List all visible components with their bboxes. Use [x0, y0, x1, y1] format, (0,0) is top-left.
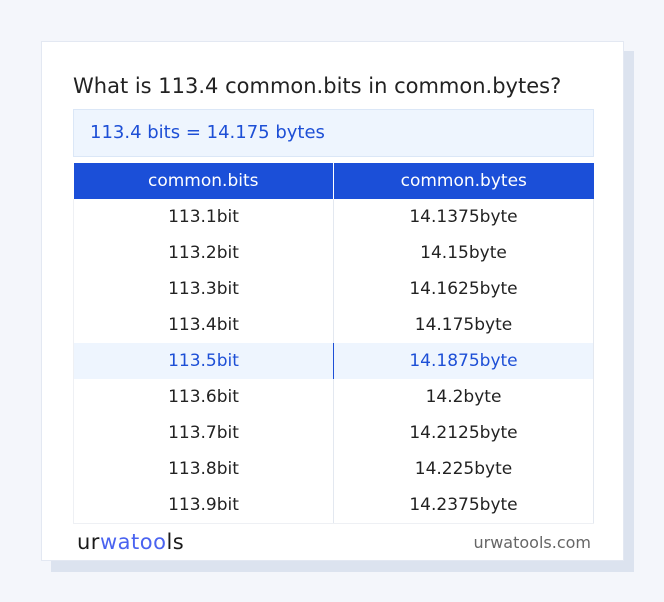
- bits-cell: 113.5bit: [73, 343, 334, 379]
- bytes-cell: 14.1375byte: [333, 199, 594, 235]
- bytes-cell: 14.225byte: [333, 451, 594, 487]
- table-row: 113.8bit 14.225byte: [73, 451, 594, 487]
- result-box: 113.4 bits = 14.175 bytes: [73, 109, 594, 157]
- bits-cell: 113.2bit: [73, 235, 334, 271]
- bytes-cell: 14.1875byte: [333, 343, 594, 379]
- bytes-cell: 14.2375byte: [333, 487, 594, 524]
- bytes-cell: 14.175byte: [333, 307, 594, 343]
- converter-card: What is 113.4 common.bits in common.byte…: [41, 41, 624, 561]
- bytes-cell: 14.1625byte: [333, 271, 594, 307]
- bits-cell: 113.3bit: [73, 271, 334, 307]
- page-title: What is 113.4 common.bits in common.byte…: [73, 74, 562, 98]
- table-row: 113.5bit 14.1875byte: [73, 343, 594, 379]
- table-row: 113.3bit 14.1625byte: [73, 271, 594, 307]
- column-header: common.bytes: [333, 163, 594, 199]
- table-row: 113.9bit 14.2375byte: [73, 487, 594, 524]
- bits-cell: 113.7bit: [73, 415, 334, 451]
- bytes-cell: 14.15byte: [333, 235, 594, 271]
- bits-cell: 113.1bit: [73, 199, 334, 235]
- table-row: 113.6bit 14.2byte: [73, 379, 594, 415]
- conversion-table: common.bits common.bytes 113.1bit 14.1375…: [73, 163, 594, 524]
- urwatools-logo: urwatools: [77, 530, 185, 554]
- table-row: 113.4bit 14.175byte: [73, 307, 594, 343]
- bytes-cell: 14.2125byte: [333, 415, 594, 451]
- table-row: 113.7bit 14.2125byte: [73, 415, 594, 451]
- bits-cell: 113.6bit: [73, 379, 334, 415]
- site-link[interactable]: urwatools.com: [473, 533, 592, 552]
- bits-cell: 113.4bit: [73, 307, 334, 343]
- bytes-cell: 14.2byte: [333, 379, 594, 415]
- bits-cell: 113.8bit: [73, 451, 334, 487]
- table-row: 113.1bit 14.1375byte: [73, 199, 594, 235]
- bits-cell: 113.9bit: [73, 487, 334, 524]
- column-header: common.bits: [73, 163, 334, 199]
- table-row: 113.2bit 14.15byte: [73, 235, 594, 271]
